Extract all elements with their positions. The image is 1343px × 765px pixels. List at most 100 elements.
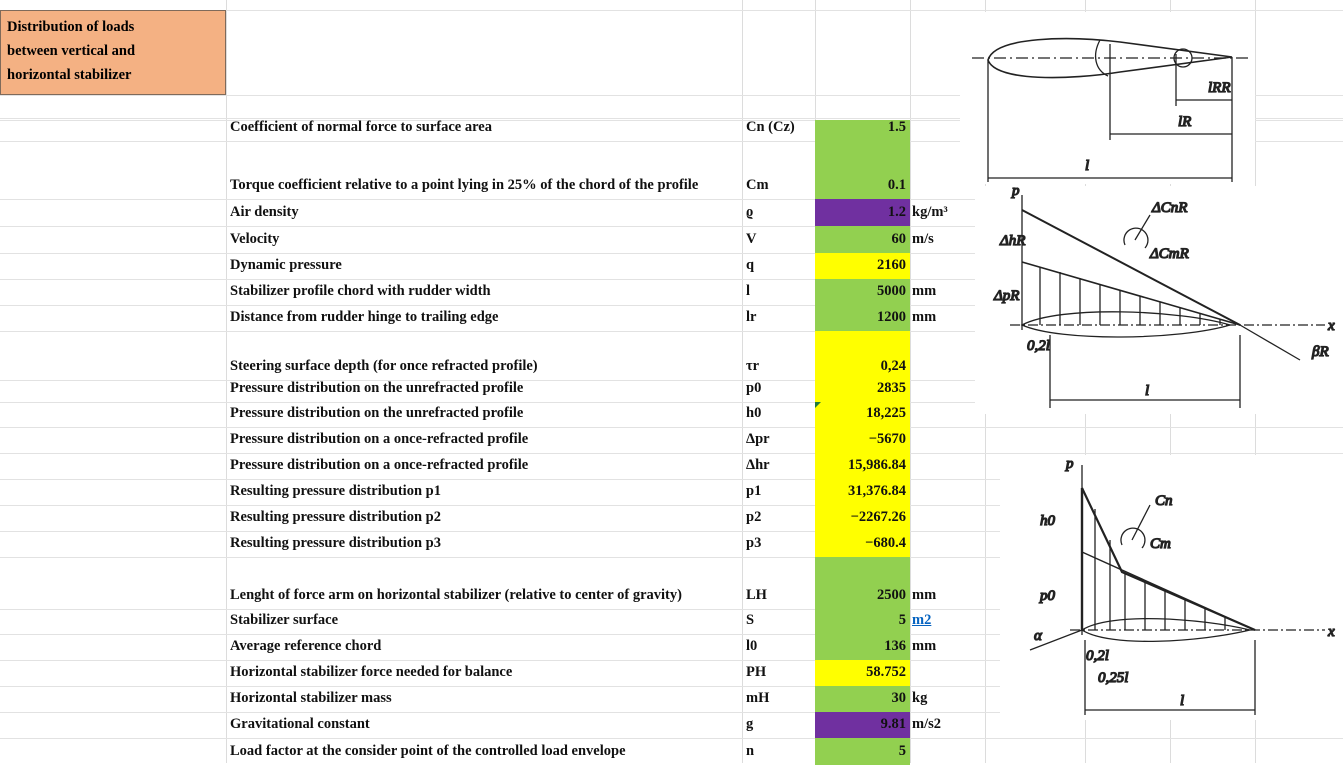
grid-line — [0, 531, 1343, 532]
row-unit: kg/m³ — [912, 204, 948, 220]
grid-line — [0, 505, 1343, 506]
row-label: Pressure distribution on the unrefracted… — [230, 380, 524, 396]
row-label: Velocity — [230, 231, 280, 247]
row-unit[interactable]: m2 — [912, 612, 932, 628]
cell-indicator — [815, 402, 821, 408]
row-symbol: Δpr — [746, 431, 770, 447]
row-label: Stabilizer profile chord with rudder wid… — [230, 283, 491, 299]
row-symbol: Cm — [746, 177, 769, 193]
chord-diagram: lRR lR l — [960, 12, 1255, 184]
row-value: 1200 — [815, 305, 910, 331]
diagram-label: 0,2l — [1027, 338, 1050, 354]
row-label: Horizontal stabilizer mass — [230, 690, 392, 706]
title-text: Distribution of loads between vertical a… — [7, 19, 136, 83]
row-label: Pressure distribution on the unrefracted… — [230, 405, 524, 421]
row-value: 5000 — [815, 279, 910, 305]
row-symbol: PH — [746, 664, 767, 680]
grid-line — [0, 226, 1343, 227]
row-value: 2500 — [815, 557, 910, 609]
row-label: Gravitational constant — [230, 716, 370, 732]
row-label: Lenght of force arm on horizontal stabil… — [230, 587, 682, 603]
row-value: 15,986.84 — [815, 453, 910, 479]
grid-line — [1255, 0, 1256, 763]
diagram-label: h0 — [1040, 513, 1056, 529]
row-value: 2160 — [815, 253, 910, 279]
grid-line — [0, 199, 1343, 200]
row-symbol: l — [746, 283, 751, 299]
row-symbol: p2 — [746, 509, 762, 525]
row-label: Resulting pressure distribution p1 — [230, 483, 441, 499]
grid-line — [0, 120, 1343, 121]
row-value: 9.81 — [815, 712, 910, 738]
row-symbol: n — [746, 743, 755, 759]
grid-line — [0, 279, 1343, 280]
diagram-label: lR — [1178, 114, 1191, 130]
grid-line — [0, 402, 1343, 403]
grid-line — [0, 738, 1343, 739]
diagram-label: 0,25l — [1098, 670, 1128, 686]
grid-line — [226, 0, 227, 763]
diagram-label: α — [1034, 628, 1043, 644]
row-label: Resulting pressure distribution p2 — [230, 509, 441, 525]
grid-line — [0, 253, 1343, 254]
row-value: 0.1 — [815, 141, 910, 199]
sheet-title: Distribution of loads between vertical a… — [0, 10, 226, 95]
grid-line — [0, 305, 1343, 306]
grid-line — [1170, 0, 1171, 763]
diagram-label: ΔpR — [993, 288, 1019, 304]
row-symbol: h0 — [746, 405, 762, 421]
row-label: Dynamic pressure — [230, 257, 342, 273]
grid-line — [0, 427, 1343, 428]
row-symbol: q — [746, 257, 755, 273]
row-value: 5 — [815, 609, 910, 634]
grid-line — [0, 634, 1343, 635]
diagram-label: lRR — [1208, 80, 1231, 96]
grid-line — [985, 0, 986, 763]
row-value: 1.5 — [815, 119, 910, 141]
grid-line — [0, 118, 1343, 119]
grid-line — [0, 557, 1343, 558]
row-label: Distance from rudder hinge to trailing e… — [230, 309, 499, 325]
diagram-label: l — [1180, 693, 1184, 709]
row-unit: mm — [912, 309, 937, 325]
grid-line — [0, 660, 1343, 661]
row-unit: m/s — [912, 231, 934, 247]
row-value: 1.2 — [815, 199, 910, 226]
grid-line — [0, 380, 1343, 381]
row-value: 60 — [815, 226, 910, 253]
grid-line — [0, 609, 1343, 610]
diagram-label: 0,2l — [1086, 648, 1109, 664]
grid-line — [0, 686, 1343, 687]
row-label: Torque coefficient relative to a point l… — [230, 177, 699, 193]
grid-line — [0, 95, 1343, 96]
grid-line — [0, 479, 1343, 480]
diagram-label: ΔCmR — [1149, 246, 1189, 262]
row-symbol: V — [746, 231, 757, 247]
row-symbol: lr — [746, 309, 757, 325]
row-label: Horizontal stabilizer force needed for b… — [230, 664, 513, 680]
row-symbol: p3 — [746, 535, 762, 551]
row-value: 0,24 — [815, 331, 910, 380]
row-label: Pressure distribution on a once-refracte… — [230, 431, 529, 447]
diagram-label: x — [1327, 624, 1335, 640]
row-value: 136 — [815, 634, 910, 660]
row-value: 58.752 — [815, 660, 910, 686]
diagram-label: p — [1065, 456, 1074, 472]
row-label: Average reference chord — [230, 638, 382, 654]
grid-line — [0, 453, 1343, 454]
grid-line — [0, 10, 1343, 11]
row-symbol: p0 — [746, 380, 762, 396]
row-symbol: S — [746, 612, 755, 628]
row-label: Resulting pressure distribution p3 — [230, 535, 441, 551]
row-label: Load factor at the consider point of the… — [230, 743, 626, 759]
row-unit: mm — [912, 587, 937, 603]
row-value: 5 — [815, 738, 910, 765]
diagram-label: l — [1145, 383, 1149, 399]
row-label: Steering surface depth (for once refract… — [230, 358, 538, 374]
row-unit: m/s2 — [912, 716, 941, 732]
row-label: Pressure distribution on a once-refracte… — [230, 457, 529, 473]
row-label: Stabilizer surface — [230, 612, 339, 628]
row-value: 18,225 — [815, 402, 910, 427]
row-symbol: p1 — [746, 483, 762, 499]
